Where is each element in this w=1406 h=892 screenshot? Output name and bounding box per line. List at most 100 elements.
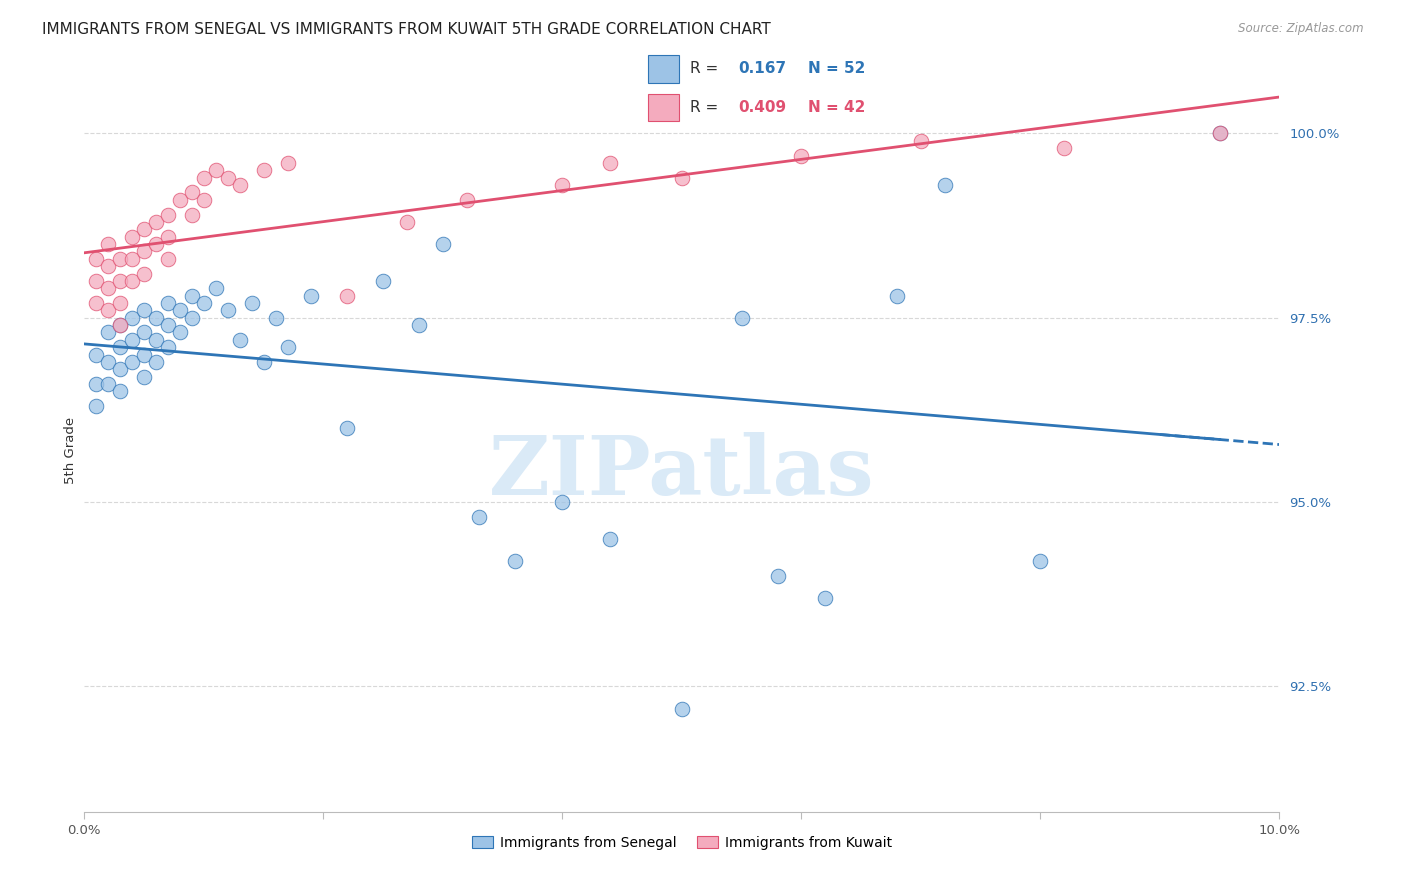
Point	[110, 252, 132, 266]
Point	[97, 281, 120, 295]
Point	[910, 134, 932, 148]
Point	[181, 288, 204, 302]
Text: N = 52: N = 52	[808, 62, 866, 76]
Point	[373, 274, 395, 288]
Point	[157, 340, 180, 354]
Bar	[648, 55, 679, 83]
Point	[169, 326, 191, 340]
Point	[1029, 554, 1052, 568]
Point	[110, 362, 132, 376]
Text: Source: ZipAtlas.com: Source: ZipAtlas.com	[1239, 22, 1364, 36]
Point	[193, 193, 215, 207]
Point	[110, 318, 132, 332]
Point	[181, 186, 204, 200]
Point	[551, 495, 574, 509]
Point	[264, 310, 287, 325]
Point	[228, 178, 252, 192]
Point	[157, 318, 180, 332]
Point	[132, 303, 156, 318]
Point	[1053, 141, 1076, 155]
Point	[432, 237, 454, 252]
Point	[193, 296, 215, 310]
Point	[97, 303, 120, 318]
Point	[205, 163, 228, 178]
Point	[456, 193, 478, 207]
Point	[253, 355, 276, 369]
Point	[86, 252, 108, 266]
Point	[169, 193, 191, 207]
Point	[766, 569, 789, 583]
Bar	[648, 94, 679, 121]
Point	[301, 288, 323, 302]
Point	[408, 318, 430, 332]
Point	[205, 281, 228, 295]
Point	[157, 252, 180, 266]
Point	[145, 333, 167, 347]
Point	[934, 178, 956, 192]
Point	[121, 229, 143, 244]
Point	[121, 333, 143, 347]
Point	[551, 178, 574, 192]
Point	[132, 326, 156, 340]
Point	[228, 333, 252, 347]
Point	[468, 509, 491, 524]
Point	[97, 237, 120, 252]
Point	[1209, 127, 1232, 141]
Point	[86, 348, 108, 362]
Point	[1209, 127, 1232, 141]
Point	[110, 340, 132, 354]
Point	[110, 318, 132, 332]
Text: IMMIGRANTS FROM SENEGAL VS IMMIGRANTS FROM KUWAIT 5TH GRADE CORRELATION CHART: IMMIGRANTS FROM SENEGAL VS IMMIGRANTS FR…	[42, 22, 770, 37]
Point	[671, 170, 693, 185]
Point	[97, 355, 120, 369]
Point	[121, 274, 143, 288]
Point	[97, 377, 120, 392]
Point	[121, 310, 143, 325]
Text: R =: R =	[690, 62, 724, 76]
Legend: Immigrants from Senegal, Immigrants from Kuwait: Immigrants from Senegal, Immigrants from…	[467, 830, 897, 855]
Point	[86, 399, 108, 413]
Point	[110, 296, 132, 310]
Point	[599, 156, 621, 170]
Text: ZIPatlas: ZIPatlas	[489, 432, 875, 512]
Point	[157, 229, 180, 244]
Point	[145, 237, 167, 252]
Point	[132, 348, 156, 362]
Point	[181, 208, 204, 222]
Point	[157, 296, 180, 310]
Point	[336, 421, 359, 435]
Point	[86, 274, 108, 288]
Point	[157, 208, 180, 222]
Point	[277, 156, 299, 170]
Point	[132, 244, 156, 259]
Point	[253, 163, 276, 178]
Point	[132, 267, 156, 281]
Point	[217, 303, 239, 318]
Point	[336, 288, 359, 302]
Point	[181, 310, 204, 325]
Point	[503, 554, 526, 568]
Point	[790, 148, 813, 162]
Point	[121, 252, 143, 266]
Point	[396, 215, 419, 229]
Point	[277, 340, 299, 354]
Point	[110, 274, 132, 288]
Point	[132, 222, 156, 236]
Point	[145, 310, 167, 325]
Point	[110, 384, 132, 399]
Point	[86, 377, 108, 392]
Point	[86, 296, 108, 310]
Point	[132, 369, 156, 384]
Point	[814, 591, 837, 605]
Point	[97, 259, 120, 273]
Point	[671, 701, 693, 715]
Point	[121, 355, 143, 369]
Point	[193, 170, 215, 185]
Text: N = 42: N = 42	[808, 100, 866, 115]
Point	[240, 296, 263, 310]
Point	[97, 326, 120, 340]
Text: 0.409: 0.409	[738, 100, 786, 115]
Y-axis label: 5th Grade: 5th Grade	[65, 417, 77, 484]
Point	[169, 303, 191, 318]
Text: 0.167: 0.167	[738, 62, 786, 76]
